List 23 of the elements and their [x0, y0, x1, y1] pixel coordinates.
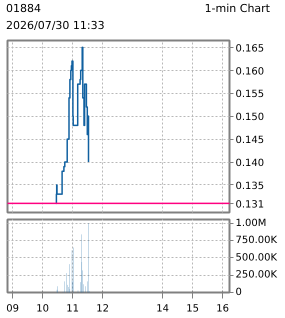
y-tick-label: 0.160: [236, 66, 264, 78]
y-tick-label: 1.00M: [236, 218, 266, 229]
y-tick-label: 250.00K: [236, 270, 278, 281]
y-tick-label: 500.00K: [236, 252, 278, 264]
text: 1-min Chart: [204, 1, 270, 17]
y-tick-label: 0.135: [236, 180, 264, 192]
y-tick-label: 0.150: [236, 112, 264, 124]
chart-subtitle: 2026/07/30 11:33: [6, 18, 106, 34]
y-tick-label: 0.145: [236, 135, 264, 146]
x-tick-label: 15: [186, 304, 199, 314]
y-tick-label: 0.155: [236, 89, 264, 100]
x-tick-label: 09: [6, 304, 19, 314]
x-tick-label: 10: [36, 304, 49, 314]
y-tick-label: 0: [236, 287, 242, 298]
y-tick-label: 0.165: [236, 43, 264, 54]
y-tick-label: 0.131: [236, 199, 264, 210]
y-tick-label: 0.140: [236, 158, 264, 170]
x-tick-label: 11: [66, 304, 79, 314]
x-tick-label: 14: [156, 304, 169, 314]
x-tick-label: 16: [216, 304, 229, 314]
chart-title: 01884: [6, 1, 41, 17]
y-tick-label: 750.00K: [236, 235, 278, 246]
x-tick-label: 12: [96, 304, 109, 314]
